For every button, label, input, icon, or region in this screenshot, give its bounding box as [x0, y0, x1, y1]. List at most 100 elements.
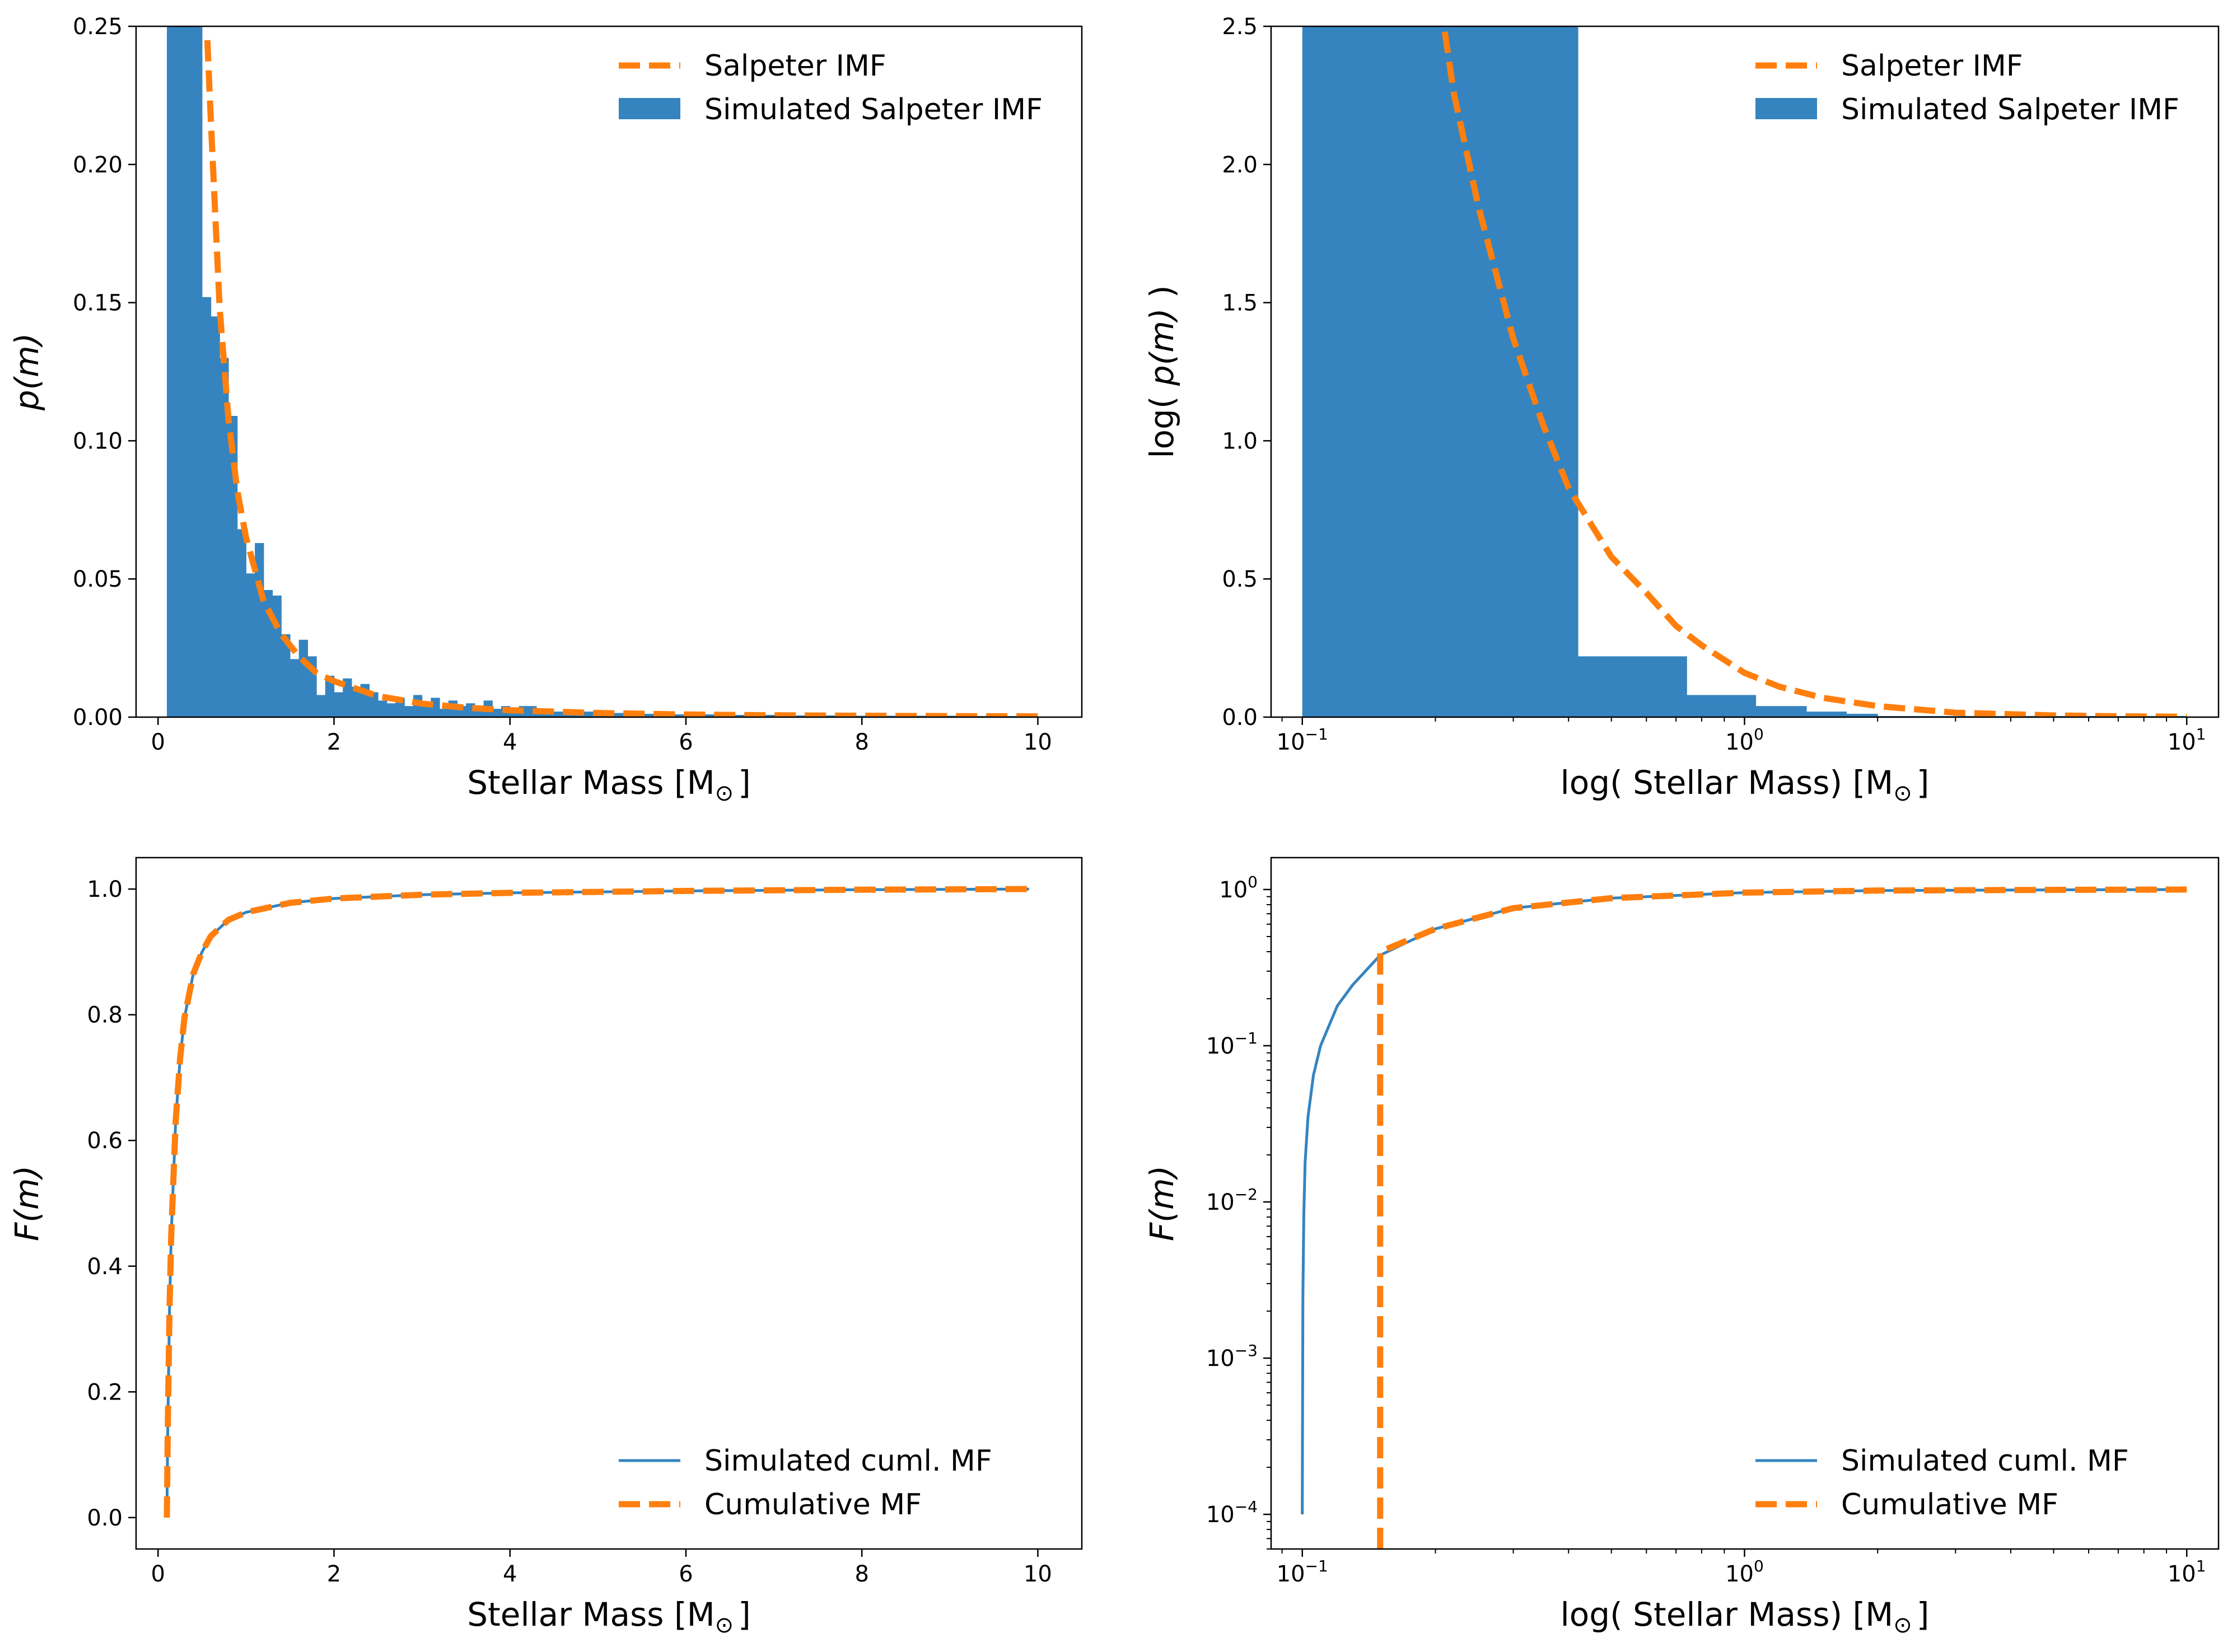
- x-axis: 10−1 100 101: [1277, 1549, 2206, 1587]
- y-tick-label: 0.20: [73, 152, 123, 178]
- histogram-bar: [1302, 26, 1578, 717]
- legend-entry-label: Cumulative MF: [1841, 1488, 2058, 1522]
- x-axis-label-subscript: ⊙: [715, 1612, 734, 1638]
- legend-entry-label: Cumulative MF: [704, 1488, 922, 1522]
- histogram-bar: [193, 26, 203, 717]
- y-tick-label: 0.10: [73, 428, 123, 454]
- y-axis: 0.0 0.2 0.4 0.6 0.8 1.0: [87, 877, 136, 1531]
- solid-series-line: [165, 887, 1029, 1518]
- x-tick-label: 10−1: [1277, 1557, 1328, 1587]
- histogram-bar: [739, 715, 748, 717]
- y-axis-label-text: F: [8, 1222, 46, 1241]
- x-axis-label: log( Stellar Mass) [M⊙]: [1561, 1595, 1930, 1638]
- x-axis-label: Stellar Mass [M⊙]: [467, 764, 751, 806]
- chart-panel-top-left: 0 2 4 6 8 10 0.00 0.05 0.10 0.15 0.20 0.25 Stellar M…: [8, 14, 1083, 806]
- y-tick-exponent: −1: [1235, 1029, 1258, 1047]
- x-tick-label: 101: [2168, 725, 2206, 755]
- x-axis-label-bracket: ]: [1917, 764, 1930, 802]
- histogram-bar: [677, 714, 686, 717]
- y-axis-label-argument: (m): [8, 1166, 46, 1223]
- x-tick-label: 101: [2168, 1557, 2206, 1587]
- histogram-bar: [765, 715, 774, 717]
- y-tick-exponent: −2: [1235, 1185, 1258, 1204]
- y-tick-label: 1.0: [1222, 428, 1258, 454]
- x-tick-label: 8: [854, 1561, 868, 1587]
- y-tick-exponent: −4: [1235, 1497, 1258, 1516]
- histogram-bar: [228, 415, 238, 717]
- histogram-bar: [826, 715, 836, 717]
- x-axis: 0 2 4 6 8 10: [151, 1549, 1052, 1587]
- x-tick-base: 10: [2168, 729, 2196, 755]
- histogram-bar: [246, 573, 255, 717]
- x-tick-label: 8: [854, 729, 868, 755]
- y-tick-label: 2.5: [1222, 14, 1258, 40]
- x-tick-label: 10: [1024, 729, 1052, 755]
- y-tick-label: 0.8: [87, 1003, 123, 1028]
- histogram-bar: [334, 692, 343, 717]
- y-tick-label: 2.0: [1222, 152, 1258, 178]
- x-axis-label-bracket: ]: [738, 1595, 751, 1634]
- plot-area: [166, 26, 1039, 717]
- dashed-series-line: [1441, 31, 2187, 717]
- y-axis-label-argument: p(m): [1143, 308, 1181, 387]
- histogram-bar: [580, 712, 590, 717]
- x-axis-label-bracket: ]: [1917, 1595, 1930, 1634]
- y-tick-label: 1.5: [1222, 291, 1258, 316]
- y-tick-label: 100: [1219, 873, 1258, 903]
- legend: Salpeter IMF Simulated Salpeter IMF: [1755, 49, 2179, 127]
- y-axis-label: p(m): [8, 333, 46, 411]
- x-tick-label: 2: [327, 729, 341, 755]
- y-tick-label: 0.4: [87, 1254, 123, 1280]
- y-tick-label: 0.05: [73, 567, 123, 592]
- chart-panel-bottom-left: 0 2 4 6 8 10 0.0 0.2 0.4 0.6 0.8 1.0 Stellar Mass [M…: [8, 857, 1083, 1638]
- histogram-bar: [1846, 714, 1878, 717]
- y-tick-label: 10−3: [1206, 1341, 1258, 1372]
- x-tick-base: 10: [1725, 1561, 1754, 1587]
- y-tick-base: 10: [1206, 1346, 1235, 1372]
- histogram-bar: [298, 639, 308, 717]
- histogram-bar: [281, 634, 291, 717]
- plot-area: [1302, 26, 2187, 717]
- histogram-bar: [325, 675, 335, 717]
- y-tick-label: 0.00: [73, 705, 123, 731]
- histogram-bar: [703, 714, 713, 717]
- legend: Simulated cuml. MF Cumulative MF: [1755, 1444, 2129, 1522]
- y-axis-label-text: p: [8, 390, 46, 411]
- x-tick-base: 10: [1277, 729, 1305, 755]
- x-tick-base: 10: [1277, 1561, 1305, 1587]
- histogram-bar: [202, 297, 212, 717]
- x-tick-exponent: 1: [2196, 725, 2206, 743]
- x-tick-label: 4: [503, 1561, 517, 1587]
- y-tick-label: 10−1: [1206, 1029, 1258, 1059]
- x-axis-label-subscript: ⊙: [715, 780, 734, 806]
- histogram-bar: [289, 659, 300, 717]
- histogram-bar: [1755, 706, 1807, 717]
- histogram-bar: [440, 709, 449, 717]
- x-tick-label: 100: [1725, 1557, 1764, 1587]
- histogram-bar: [351, 686, 361, 717]
- histogram-bar: [220, 358, 229, 717]
- y-tick-base: 10: [1206, 1033, 1235, 1059]
- x-axis-label: Stellar Mass [M⊙]: [467, 1595, 751, 1638]
- histogram-bar: [492, 709, 502, 717]
- histogram-bar: [316, 695, 326, 717]
- y-tick-label: 0.6: [87, 1128, 123, 1154]
- x-axis-label: log( Stellar Mass) [M⊙]: [1561, 764, 1930, 806]
- x-axis-label-bracket: ]: [738, 764, 751, 802]
- x-tick-label: 4: [503, 729, 517, 755]
- histogram-bar: [184, 26, 194, 717]
- histogram-bar: [237, 529, 246, 717]
- y-tick-label: 0.0: [87, 1505, 123, 1531]
- dashed-series-line: [164, 886, 1029, 1518]
- histogram-bar: [211, 316, 220, 717]
- axes-frame: [135, 857, 1083, 1550]
- x-tick-exponent: −1: [1305, 1557, 1328, 1575]
- axes-frame: [135, 25, 1083, 718]
- y-tick-label: 0.5: [1222, 567, 1258, 592]
- y-tick-label: 0.0: [1222, 705, 1258, 731]
- legend-entry-label: Simulated cuml. MF: [704, 1444, 992, 1478]
